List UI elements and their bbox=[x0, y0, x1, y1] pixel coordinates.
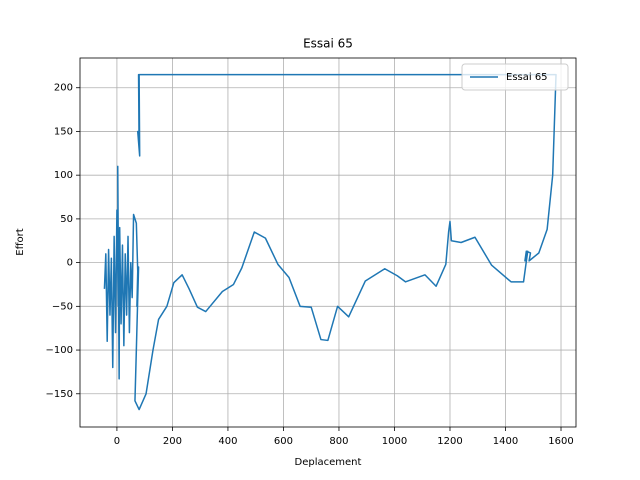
y-tick-label: −50 bbox=[52, 301, 73, 312]
x-tick-label: 200 bbox=[163, 436, 182, 447]
y-tick-label: 50 bbox=[60, 214, 73, 225]
x-tick-label: 0 bbox=[114, 436, 120, 447]
y-tick-label: 100 bbox=[54, 170, 73, 181]
x-tick-label: 1600 bbox=[548, 436, 573, 447]
x-tick-label: 600 bbox=[274, 436, 293, 447]
x-tick-label: 1000 bbox=[382, 436, 407, 447]
legend-box bbox=[461, 63, 569, 91]
y-tick-label: −150 bbox=[46, 389, 73, 400]
y-tick-label: 150 bbox=[54, 126, 73, 137]
x-tick-label: 800 bbox=[329, 436, 348, 447]
x-tick-label: 1400 bbox=[493, 436, 518, 447]
x-tick-label: 1200 bbox=[437, 436, 462, 447]
y-axis-label: Effort bbox=[15, 228, 26, 255]
data-line bbox=[103, 73, 557, 411]
y-tick-label: 0 bbox=[67, 258, 73, 269]
legend-label: Essai 65 bbox=[506, 72, 548, 83]
y-tick-label: −100 bbox=[46, 345, 73, 356]
x-tick-label: 400 bbox=[218, 436, 237, 447]
plot-frame bbox=[79, 57, 577, 428]
y-tick-label: 200 bbox=[54, 83, 73, 94]
chart-title: Essai 65 bbox=[303, 37, 353, 51]
x-axis-label: Deplacement bbox=[295, 457, 362, 468]
